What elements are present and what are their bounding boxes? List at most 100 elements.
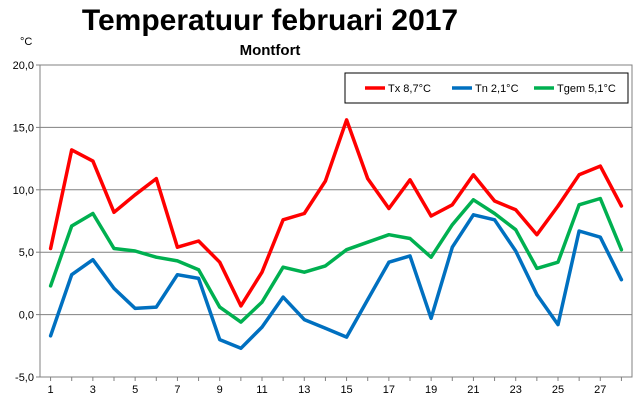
data-point [345,248,349,252]
series-group [48,118,624,308]
data-point [302,270,306,274]
data-point [239,304,243,308]
data-point [450,245,454,249]
data-point [514,249,518,253]
data-point [429,255,433,259]
data-point [218,338,222,342]
x-tick-label: 19 [425,384,437,396]
data-point [239,346,243,350]
data-point [260,300,264,304]
y-tick-label: 5,0 [19,247,34,259]
data-point [387,207,391,211]
x-tick-label: 9 [217,384,223,396]
data-point [302,212,306,216]
data-point [281,218,285,222]
series-group [48,196,624,324]
x-tick-label: 25 [552,384,564,396]
data-point [197,239,201,243]
chart-title: Temperatuur februari 2017 [81,4,459,37]
data-point [535,233,539,237]
legend-label: Tx 8,7°C [388,83,431,95]
data-point [471,173,475,177]
data-point [598,164,602,168]
data-point [218,305,222,309]
data-point [408,236,412,240]
data-point [493,212,497,216]
data-point [387,233,391,237]
data-point [281,265,285,269]
x-tick-label: 7 [174,384,180,396]
data-point [556,204,560,208]
data-point [260,270,264,274]
data-point [471,198,475,202]
data-point [471,213,475,217]
data-point [366,240,370,244]
data-point [133,249,137,253]
data-point [493,218,497,222]
data-point [49,246,53,250]
data-point [239,320,243,324]
y-axis-unit-label: °C [20,36,33,48]
data-point [598,197,602,201]
data-point [91,212,95,216]
data-point [535,293,539,297]
y-tick-label: -5,0 [15,372,34,384]
data-point [175,245,179,249]
data-point [366,177,370,181]
data-point [619,204,623,208]
data-point [218,260,222,264]
data-point [133,193,137,197]
chart-subtitle: Montfort [239,42,301,59]
data-point [366,298,370,302]
data-point [493,199,497,203]
data-point [49,284,53,288]
series-line [48,196,624,324]
data-point [323,179,327,183]
x-tick-label: 1 [48,384,54,396]
axes-layer: 20,015,010,05,00,0-5,01 3 5 7 9 11 13 15 17 19 21 2… [13,60,622,396]
data-point [619,248,623,252]
data-point [408,254,412,258]
legend-box [344,72,629,104]
x-tick-label: 17 [383,384,395,396]
data-point [577,203,581,207]
data-point [49,334,53,338]
series-line [48,213,624,351]
data-point [112,210,116,214]
data-point [175,259,179,263]
data-point [345,335,349,339]
y-tick-label: 15,0 [13,122,34,134]
data-point [345,118,349,122]
data-point [70,224,74,228]
data-point [450,203,454,207]
data-point [70,148,74,152]
x-tick-label: 13 [298,384,310,396]
x-tick-label: 5 [132,384,138,396]
data-point [556,260,560,264]
data-point [197,268,201,272]
data-point [535,266,539,270]
x-tick-label: 21 [467,384,479,396]
data-point [323,264,327,268]
data-point [556,323,560,327]
data-point [514,228,518,232]
data-point [70,273,74,277]
plot-area-frame [39,64,633,378]
data-point [598,235,602,239]
data-point [154,177,158,181]
data-point [429,214,433,218]
data-point [577,173,581,177]
data-point [450,223,454,227]
data-point [91,258,95,262]
data-point [281,295,285,299]
data-point [112,286,116,290]
data-point [91,159,95,163]
legend-label: Tgem 5,1°C [557,83,616,95]
data-point [133,306,137,310]
data-point [175,273,179,277]
x-tick-label: 15 [340,384,352,396]
series-layer [48,118,624,351]
grid-layer [39,64,633,378]
legend-label: Tn 2,1°C [475,83,519,95]
